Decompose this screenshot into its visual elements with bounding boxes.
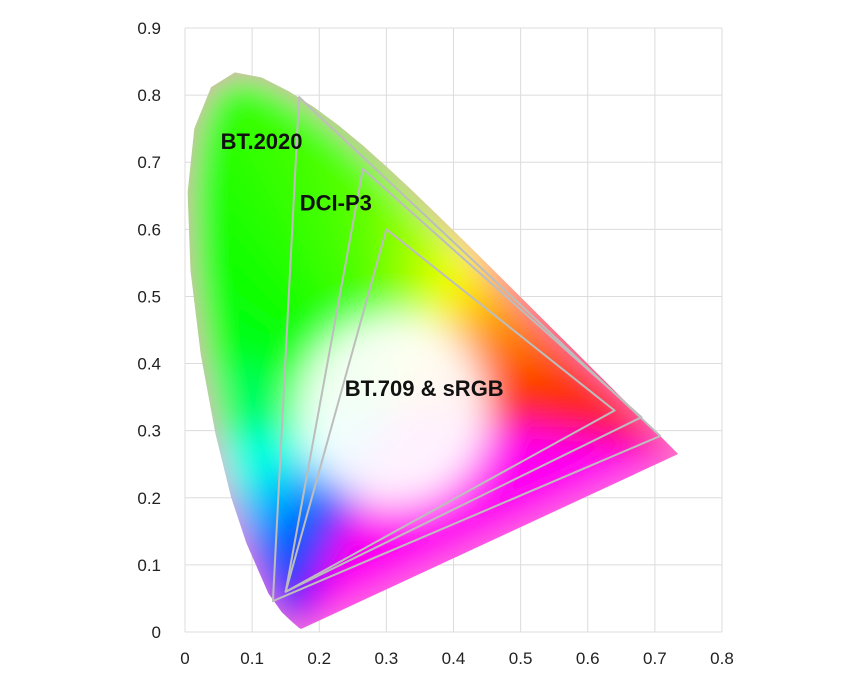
gamut-triangle-bt-2020 [271, 96, 662, 603]
x-tick-label: 0.1 [240, 649, 264, 668]
y-tick-label: 0.5 [137, 287, 161, 306]
y-tick-label: 0 [152, 623, 161, 642]
x-tick-label: 0.4 [442, 649, 466, 668]
gamut-triangles [271, 96, 662, 603]
x-tick-label: 0.6 [576, 649, 600, 668]
y-tick-label: 0.1 [137, 556, 161, 575]
y-tick-label: 0.9 [137, 19, 161, 38]
x-tick-label: 0.7 [643, 649, 667, 668]
gamut-triangle-dci-p3 [284, 167, 643, 593]
y-tick-label: 0.7 [137, 153, 161, 172]
gamut-labels: BT.2020 DCI-P3 BT.709 & sRGB [221, 129, 504, 401]
y-tick-label: 0.2 [137, 489, 161, 508]
gamut-label-bt-709-srgb: BT.709 & sRGB [345, 376, 504, 401]
y-axis-ticks: 0 0.1 0.2 0.3 0.4 0.5 0.6 0.7 0.8 0.9 [137, 19, 161, 642]
x-tick-label: 0.2 [307, 649, 331, 668]
y-tick-label: 0.3 [137, 422, 161, 441]
y-tick-label: 0.6 [137, 220, 161, 239]
x-axis-ticks: 0 0.1 0.2 0.3 0.4 0.5 0.6 0.7 0.8 [180, 649, 734, 668]
y-tick-label: 0.8 [137, 86, 161, 105]
y-tick-label: 0.4 [137, 355, 161, 374]
x-tick-label: 0 [180, 649, 189, 668]
gamut-triangle-bt-709-srgb [284, 228, 616, 593]
x-tick-label: 0.8 [710, 649, 734, 668]
x-tick-label: 0.5 [509, 649, 533, 668]
gamut-label-bt-2020: BT.2020 [221, 129, 303, 154]
x-tick-label: 0.3 [375, 649, 399, 668]
gamut-label-dci-p3: DCI-P3 [300, 191, 372, 216]
